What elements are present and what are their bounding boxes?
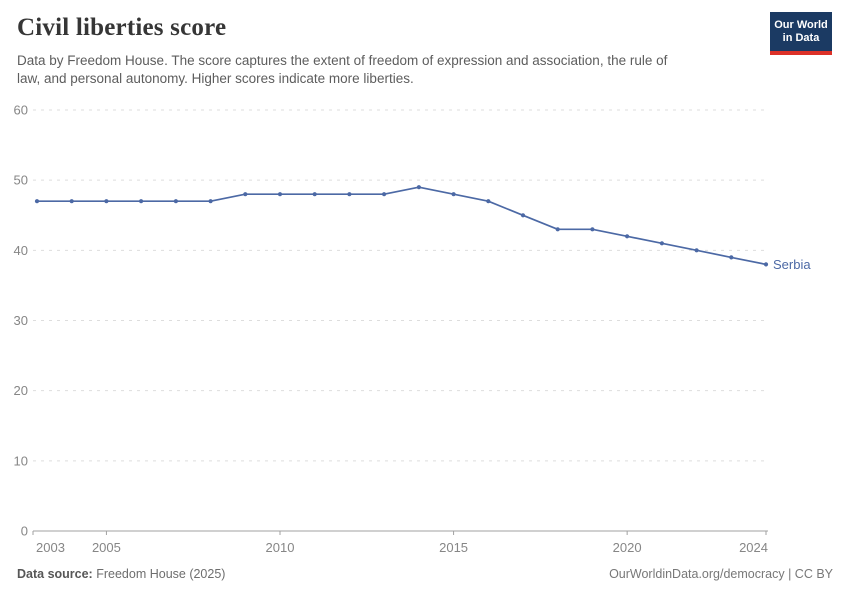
- data-point[interactable]: [69, 199, 74, 204]
- data-point[interactable]: [208, 199, 213, 204]
- x-axis-tick-label: 2020: [613, 540, 642, 555]
- data-point[interactable]: [763, 262, 769, 267]
- data-point[interactable]: [520, 213, 526, 218]
- series-end-label[interactable]: Serbia: [773, 257, 811, 272]
- chart-header: Civil liberties score Data by Freedom Ho…: [17, 14, 833, 88]
- data-point[interactable]: [139, 199, 144, 204]
- y-axis-tick-label: 60: [14, 103, 28, 118]
- chart-footer: Data source: Freedom House (2025) OurWor…: [17, 567, 833, 581]
- logo-line-2: in Data: [782, 32, 820, 44]
- data-point[interactable]: [34, 199, 40, 204]
- data-point[interactable]: [590, 227, 595, 232]
- data-point[interactable]: [694, 248, 699, 253]
- y-axis-tick-label: 10: [14, 453, 28, 468]
- data-point[interactable]: [416, 185, 421, 190]
- data-source-label: Data source:: [17, 567, 93, 581]
- data-point[interactable]: [625, 234, 630, 239]
- data-point[interactable]: [277, 192, 283, 197]
- x-axis-tick-label: 2024: [739, 540, 768, 555]
- y-axis-tick-label: 30: [14, 313, 28, 328]
- y-axis-tick-label: 50: [14, 173, 28, 188]
- data-point[interactable]: [659, 241, 665, 246]
- attribution-link[interactable]: OurWorldinData.org/democracy | CC BY: [609, 567, 833, 581]
- owid-logo[interactable]: Our World in Data: [770, 12, 832, 55]
- chart-subtitle: Data by Freedom House. The score capture…: [17, 52, 752, 88]
- y-axis-tick-label: 0: [21, 524, 28, 539]
- data-point[interactable]: [486, 199, 491, 204]
- x-axis-tick-label: 2015: [439, 540, 468, 555]
- subtitle-line-1: Data by Freedom House. The score capture…: [17, 53, 668, 68]
- page-title: Civil liberties score: [17, 14, 227, 41]
- serbia-line[interactable]: [36, 186, 767, 266]
- x-axis-tick-label: 2005: [92, 540, 121, 555]
- data-point[interactable]: [104, 199, 109, 204]
- data-source-value: Freedom House (2025): [96, 567, 226, 581]
- logo-line-1: Our World: [774, 19, 828, 31]
- y-axis-tick-label: 40: [14, 243, 28, 258]
- subtitle-line-2: law, and personal autonomy. Higher score…: [17, 71, 414, 86]
- data-point[interactable]: [555, 227, 560, 232]
- data-point[interactable]: [382, 192, 387, 197]
- data-point[interactable]: [173, 199, 178, 204]
- data-source: Data source: Freedom House (2025): [17, 567, 225, 581]
- data-point[interactable]: [243, 192, 248, 197]
- data-point[interactable]: [729, 255, 734, 260]
- data-point[interactable]: [347, 192, 352, 197]
- y-axis-tick-label: 20: [14, 383, 28, 398]
- x-axis-tick-label: 2003: [36, 540, 65, 555]
- chart-svg: 0 10 20 30 40 50 60 2003 2005 2010 2015 2020 2024 Ser…: [14, 103, 812, 556]
- data-point[interactable]: [451, 192, 456, 197]
- x-axis-tick-label: 2010: [266, 540, 295, 555]
- data-point[interactable]: [312, 192, 317, 197]
